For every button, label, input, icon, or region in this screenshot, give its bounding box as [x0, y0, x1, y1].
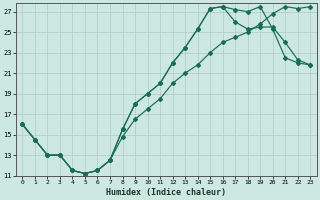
X-axis label: Humidex (Indice chaleur): Humidex (Indice chaleur) — [106, 188, 226, 197]
